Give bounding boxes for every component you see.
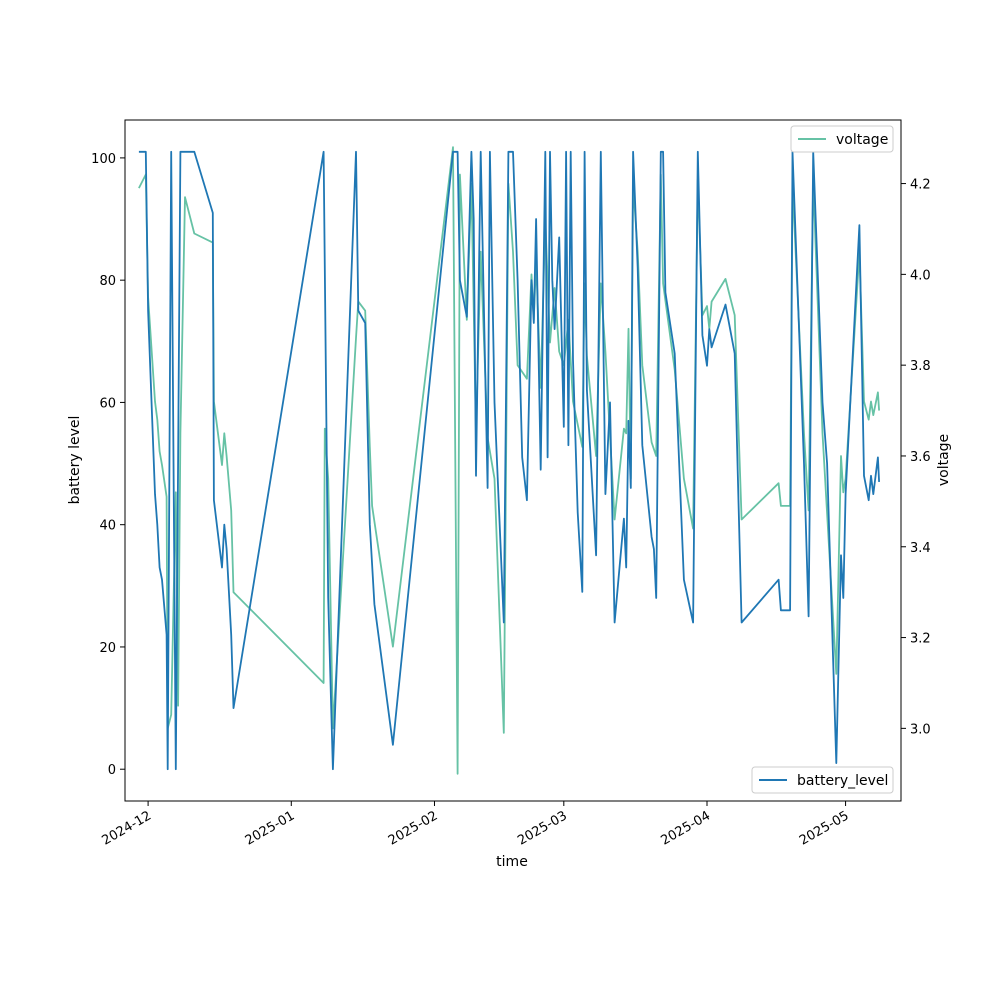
- x-tick-label: 2024-12: [100, 808, 155, 848]
- legend-voltage-box: [790, 125, 894, 153]
- y-axis-left-label: battery level: [67, 416, 83, 505]
- x-tick-label: 2025-01: [243, 808, 298, 848]
- y-axis-right: 3.0 3.2 3.4 3.6 3.8 4.0 4.2: [901, 178, 931, 737]
- legend-voltage: voltage: [790, 125, 894, 153]
- x-axis-label: time: [496, 854, 528, 870]
- y-right-tick-label: 3.8: [910, 359, 931, 374]
- y-right-tick-label: 4.2: [910, 178, 931, 193]
- y-axis-right-label: voltage: [936, 434, 952, 486]
- y-left-tick-label: 100: [91, 152, 116, 167]
- legend-battery-level: battery_level: [751, 766, 894, 794]
- plot-lines: [138, 146, 880, 775]
- y-left-tick-label: 0: [108, 763, 116, 778]
- x-tick-label: 2025-02: [386, 808, 441, 848]
- y-right-tick-label: 3.0: [910, 722, 931, 737]
- legend-battery-level-box: [751, 766, 894, 794]
- y-right-tick-label: 4.0: [910, 268, 931, 283]
- x-tick-label: 2025-05: [797, 808, 852, 848]
- y-left-tick-label: 60: [99, 396, 116, 411]
- legend-battery-level-label: battery_level: [797, 773, 888, 789]
- x-axis: 2024-12 2025-01 2025-02 2025-03 2025-04 2025-…: [100, 801, 852, 849]
- y-left-tick-label: 80: [99, 274, 116, 289]
- x-tick-label: 2025-03: [515, 808, 570, 848]
- series-line-voltage: [138, 146, 880, 775]
- y-axis-left: 0 20 40 60 80 100: [91, 152, 125, 778]
- y-right-tick-label: 3.2: [910, 632, 931, 647]
- y-left-tick-label: 40: [99, 519, 116, 534]
- y-right-tick-label: 3.4: [910, 541, 931, 556]
- plot-frame: [124, 119, 902, 802]
- y-left-tick-label: 20: [99, 641, 116, 656]
- legend-voltage-label: voltage: [836, 132, 888, 148]
- y-right-tick-label: 3.6: [910, 450, 931, 465]
- series-line-battery-level: [138, 150, 880, 771]
- x-tick-label: 2025-04: [658, 808, 713, 848]
